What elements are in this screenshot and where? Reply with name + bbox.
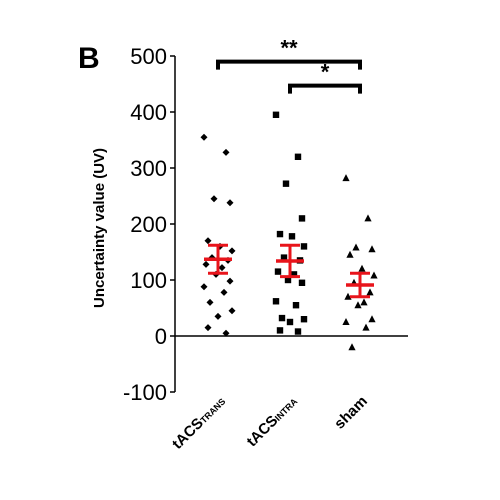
- data-point: [200, 283, 208, 291]
- significance-label: **: [280, 36, 298, 61]
- x-tick-label: tACSTRANS: [169, 393, 229, 453]
- data-point: [284, 276, 292, 284]
- data-marks: [200, 111, 378, 351]
- data-point: [222, 148, 230, 156]
- data-point: [298, 279, 306, 286]
- significance-brackets: ***: [216, 36, 362, 94]
- data-point: [366, 288, 374, 296]
- data-point: [292, 302, 300, 309]
- data-point: [272, 111, 280, 118]
- data-point: [202, 260, 210, 268]
- significance-label: *: [321, 60, 330, 85]
- data-point: [342, 318, 350, 325]
- data-point: [226, 277, 234, 285]
- data-point: [362, 323, 370, 331]
- data-point: [276, 230, 284, 238]
- data-point: [352, 243, 360, 251]
- data-point: [280, 254, 288, 261]
- data-point: [300, 316, 308, 323]
- data-point: [274, 268, 282, 275]
- data-point: [278, 314, 286, 322]
- data-point: [290, 271, 298, 278]
- data-point: [294, 153, 302, 160]
- data-point: [206, 298, 214, 306]
- data-point: [360, 298, 368, 306]
- data-point: [220, 288, 228, 296]
- data-point: [342, 174, 350, 182]
- data-point: [222, 329, 230, 337]
- y-tick-label: 0: [155, 324, 167, 349]
- data-point: [228, 307, 236, 315]
- y-tick-label: 400: [130, 100, 167, 125]
- data-point: [226, 199, 234, 207]
- data-point: [214, 312, 222, 320]
- significance-bracket: [288, 83, 362, 94]
- data-point: [276, 327, 284, 334]
- y-tick-label: -100: [123, 380, 167, 405]
- data-point: [358, 264, 366, 272]
- y-tick-label: 300: [130, 156, 167, 181]
- axes: -100 0 100 200 300 400 500: [123, 44, 408, 405]
- data-point: [228, 247, 236, 255]
- data-point: [346, 250, 354, 258]
- data-point: [298, 215, 306, 222]
- y-axis-label: Uncertainty value (UV): [91, 148, 108, 308]
- data-point: [288, 233, 296, 240]
- data-point: [368, 245, 376, 253]
- error-bars: [204, 243, 374, 299]
- data-point: [364, 214, 372, 222]
- data-point: [218, 264, 226, 272]
- y-tick-label: 500: [130, 44, 167, 69]
- data-point: [354, 301, 362, 309]
- data-point: [370, 271, 378, 279]
- data-point: [294, 328, 302, 335]
- y-tick-label: 200: [130, 212, 167, 237]
- data-point: [300, 243, 308, 250]
- x-tick-label: tACSINTRA: [243, 392, 301, 450]
- data-point: [200, 133, 208, 141]
- data-point: [204, 324, 212, 332]
- data-point: [344, 292, 352, 300]
- significance-bracket: [216, 59, 362, 70]
- data-point: [286, 318, 294, 326]
- data-point: [368, 315, 376, 323]
- data-point: [210, 195, 218, 203]
- panel-label: B: [78, 42, 100, 75]
- data-point: [282, 180, 290, 187]
- data-point: [348, 343, 356, 351]
- y-tick-label: 100: [130, 268, 167, 293]
- data-point: [204, 237, 212, 245]
- x-tick-label: sham: [331, 393, 371, 433]
- data-point: [272, 298, 280, 305]
